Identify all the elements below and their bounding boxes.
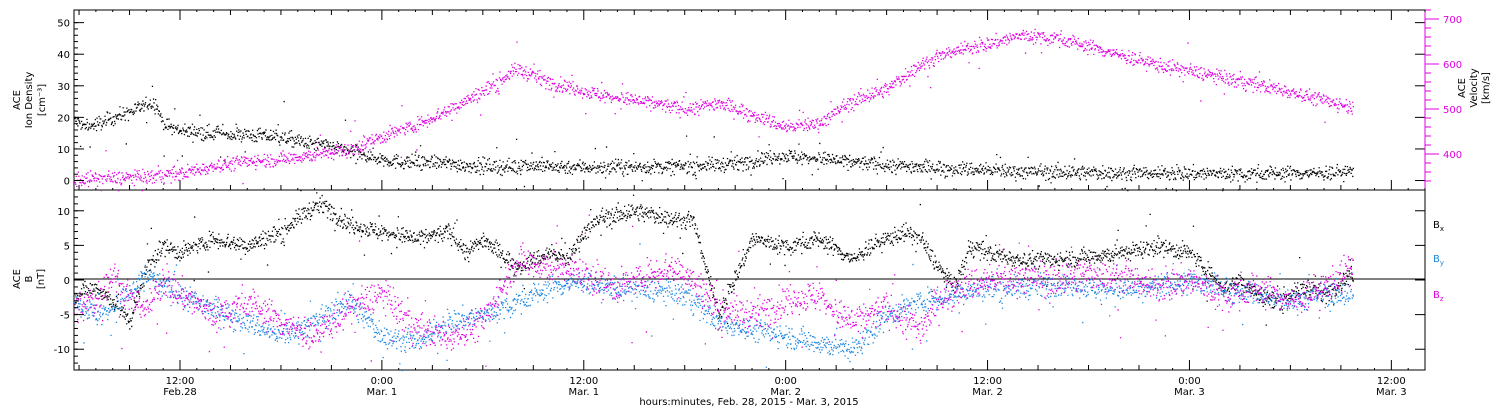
legend: Bx By Bz [1433,220,1444,303]
field-axis-title-3: [nT] [36,269,47,289]
x-tick-time: 12:00 [1377,376,1406,387]
velocity-axis-title-1: ACE [1457,78,1468,98]
velocity-tick-label: 400 [1443,150,1462,161]
field-axis-title-1: ACE [12,269,23,289]
x-tick-time: 12:00 [166,376,195,387]
plasma-data-points [74,28,1354,192]
x-tick-date: Mar. 3 [1174,387,1205,398]
legend-bz-sub: z [1440,295,1444,303]
x-tick-time: 0:00 [774,376,796,387]
field-tick-label: -10 [54,345,70,356]
x-tick-date: Mar. 2 [770,387,801,398]
field-tick-label: 0 [64,276,70,287]
velocity-tick-label: 700 [1443,15,1462,26]
density-axis-title-1: ACE [12,90,23,110]
velocity-axis-title-3: [km/s] [1481,72,1492,104]
density-tick-label: 10 [57,145,70,156]
density-tick-label: 30 [57,82,70,93]
legend-by-sub: y [1440,259,1444,267]
x-tick-date: Feb.28 [163,387,197,398]
legend-bx-sub: x [1440,225,1444,233]
field-axis-title-2: B [24,275,35,282]
field-panel-frame [73,189,1426,371]
x-tick-time: 12:00 [569,376,598,387]
density-axis-title-3: [cm⁻³] [37,84,48,116]
bx-series [74,190,1354,331]
legend-bx: Bx [1433,220,1444,233]
density-tick-label: 50 [57,19,70,30]
velocity-series [74,28,1354,192]
x-tick-time: 0:00 [371,376,393,387]
x-tick-time: 0:00 [1178,376,1200,387]
field-data-points [74,190,1354,372]
density-tick-label: 20 [57,113,70,124]
field-tick-label: -5 [60,311,70,322]
legend-by: By [1433,254,1444,267]
legend-by-label: B [1433,254,1440,265]
legend-bz-label: B [1433,290,1440,301]
by-series [74,242,1354,372]
legend-bx-label: B [1433,220,1440,231]
x-axis-title: hours:minutes, Feb. 28, 2015 - Mar. 3, 2… [639,397,858,408]
velocity-axis-title-2: Velocity [1469,68,1480,107]
x-tick-date: Mar. 3 [1376,387,1407,398]
bz-series [74,214,1354,367]
legend-bz: Bz [1433,290,1444,303]
x-tick-date: Mar. 2 [972,387,1003,398]
x-tick-date: Mar. 1 [367,387,398,398]
plasma-panel-frame [73,9,1426,191]
axes: 010203040504005006007001050-5-1012:00Feb… [54,9,1462,398]
density-tick-label: 0 [64,177,70,188]
velocity-tick-label: 500 [1443,105,1462,116]
field-tick-label: 10 [57,207,70,218]
density-tick-label: 40 [57,50,70,61]
velocity-tick-label: 600 [1443,60,1462,71]
density-series [74,85,1354,192]
density-axis-title-2: Ion Density [24,72,35,129]
x-tick-date: Mar. 1 [568,387,599,398]
x-tick-time: 12:00 [973,376,1002,387]
field-tick-label: 5 [64,241,70,252]
